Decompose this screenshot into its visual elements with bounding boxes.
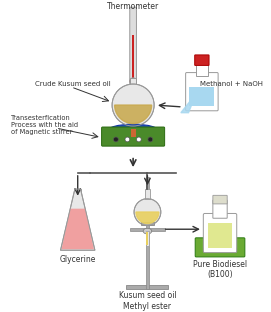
Text: Glycerine: Glycerine	[60, 255, 96, 264]
Ellipse shape	[148, 137, 153, 142]
Text: Kusum seed oil
Methyl ester: Kusum seed oil Methyl ester	[119, 291, 176, 311]
Ellipse shape	[137, 137, 141, 142]
Bar	[132, 35, 134, 82]
Ellipse shape	[232, 247, 237, 252]
Bar	[208, 223, 233, 248]
Text: Thermometer: Thermometer	[107, 2, 159, 11]
Ellipse shape	[112, 84, 154, 126]
Polygon shape	[62, 209, 94, 249]
Ellipse shape	[107, 124, 160, 139]
FancyBboxPatch shape	[213, 195, 227, 204]
Polygon shape	[115, 105, 151, 124]
Ellipse shape	[213, 247, 218, 252]
Bar	[141, 222, 154, 225]
Bar	[75, 189, 80, 201]
FancyBboxPatch shape	[130, 7, 137, 85]
Bar	[146, 231, 149, 246]
Ellipse shape	[203, 247, 208, 252]
Text: Crude Kusum seed oil: Crude Kusum seed oil	[35, 81, 111, 87]
Polygon shape	[60, 189, 95, 250]
FancyBboxPatch shape	[213, 200, 227, 218]
Bar	[147, 232, 149, 246]
Bar	[131, 129, 136, 137]
Bar	[144, 189, 150, 199]
Polygon shape	[181, 94, 196, 113]
Ellipse shape	[134, 199, 161, 225]
Bar	[130, 228, 164, 231]
FancyBboxPatch shape	[102, 127, 164, 146]
Text: Methanol + NaOH: Methanol + NaOH	[200, 81, 263, 87]
Ellipse shape	[130, 78, 137, 85]
Polygon shape	[136, 212, 159, 223]
Bar	[189, 87, 214, 106]
Ellipse shape	[114, 137, 118, 142]
FancyBboxPatch shape	[203, 213, 237, 253]
Text: Transesterfication
Process with the aid
of Magnetic stirrer: Transesterfication Process with the aid …	[11, 115, 78, 134]
FancyBboxPatch shape	[195, 238, 245, 257]
FancyBboxPatch shape	[195, 55, 209, 66]
Bar	[146, 177, 149, 290]
FancyBboxPatch shape	[186, 73, 218, 111]
Text: Pure Biodiesel
(B100): Pure Biodiesel (B100)	[193, 260, 247, 279]
Bar	[196, 60, 208, 76]
Ellipse shape	[222, 247, 227, 252]
Ellipse shape	[143, 228, 152, 234]
Ellipse shape	[125, 137, 130, 142]
Bar	[127, 285, 169, 290]
Bar	[130, 78, 137, 99]
